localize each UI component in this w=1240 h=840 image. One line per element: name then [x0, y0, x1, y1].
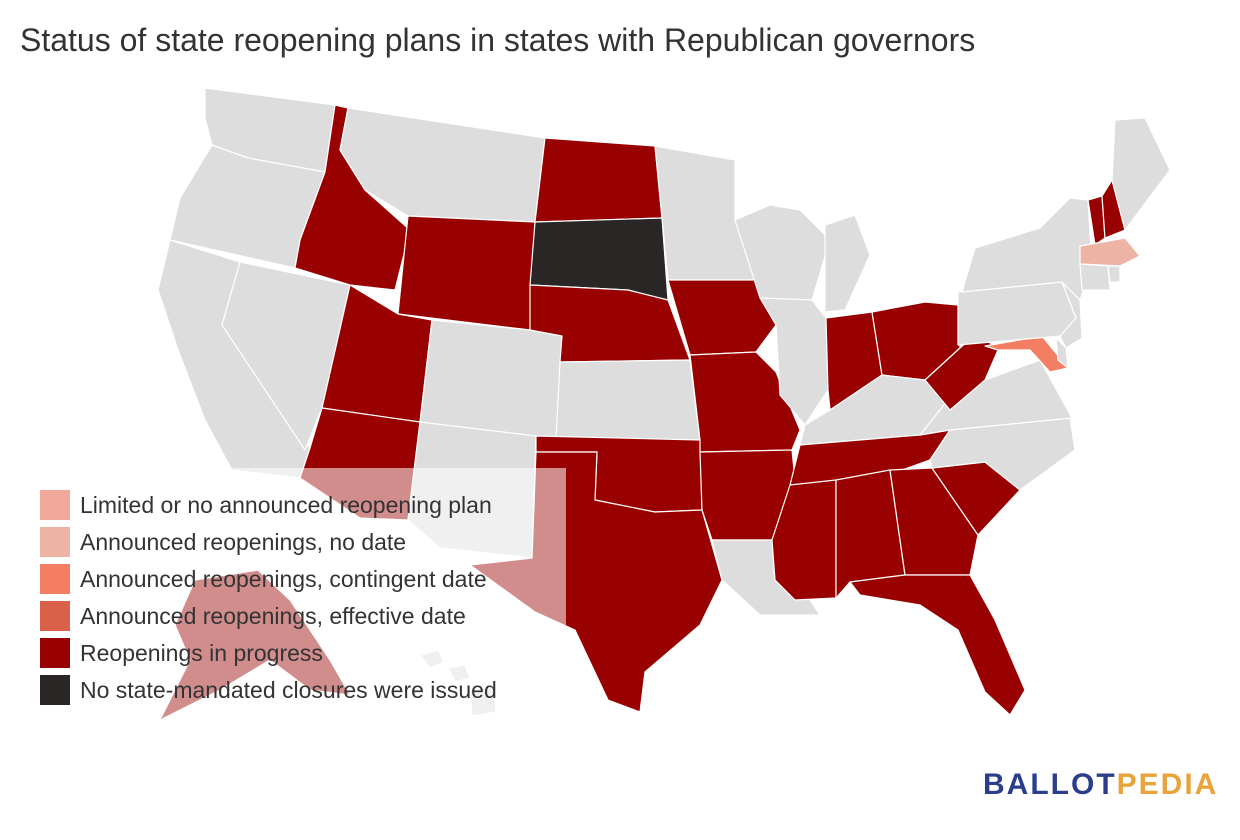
legend: Limited or no announced reopening plan An…: [24, 468, 566, 718]
state-illinois: [759, 297, 829, 426]
state-north-dakota: [534, 137, 663, 223]
state-nevada: [221, 261, 351, 451]
state-connecticut: [1079, 263, 1111, 291]
legend-item: No state-mandated closures were issued: [40, 675, 497, 705]
state-georgia: [889, 467, 979, 576]
state-new-york: [961, 197, 1093, 301]
state-wyoming: [397, 215, 536, 331]
state-maine: [1111, 117, 1171, 231]
legend-swatch: [40, 564, 70, 594]
legend-label: Announced reopenings, no date: [80, 528, 407, 555]
page-title: Status of state reopening plans in state…: [20, 22, 976, 58]
legend-swatch: [40, 490, 70, 520]
legend-swatch: [40, 675, 70, 705]
legend-label: Limited or no announced reopening plan: [80, 491, 492, 518]
state-michigan: [824, 214, 871, 313]
legend-item: Announced reopenings, effective date: [40, 601, 466, 631]
state-pennsylvania: [957, 281, 1077, 346]
state-rhode-island: [1107, 265, 1121, 283]
state-missouri: [689, 351, 801, 453]
legend-label: Announced reopenings, contingent date: [80, 565, 487, 592]
state-massachusetts: [1079, 237, 1141, 267]
state-florida: [849, 574, 1026, 716]
legend-label: No state-mandated closures were issued: [80, 676, 497, 703]
legend-swatch: [40, 638, 70, 668]
state-minnesota: [654, 145, 756, 281]
state-delaware: [1055, 337, 1069, 369]
legend-swatch: [40, 527, 70, 557]
legend-label: Announced reopenings, effective date: [80, 602, 466, 629]
legend-item: Reopenings in progress: [40, 638, 323, 668]
state-colorado: [419, 319, 563, 441]
ballotpedia-logo: BALLOTPEDIA: [983, 768, 1219, 801]
legend-item: Announced reopenings, no date: [40, 527, 406, 557]
legend-label: Reopenings in progress: [80, 639, 323, 666]
legend-swatch: [40, 601, 70, 631]
legend-item: Limited or no announced reopening plan: [40, 490, 492, 520]
legend-item: Announced reopenings, contingent date: [40, 564, 487, 594]
state-iowa: [667, 279, 777, 356]
state-kansas: [555, 359, 701, 441]
